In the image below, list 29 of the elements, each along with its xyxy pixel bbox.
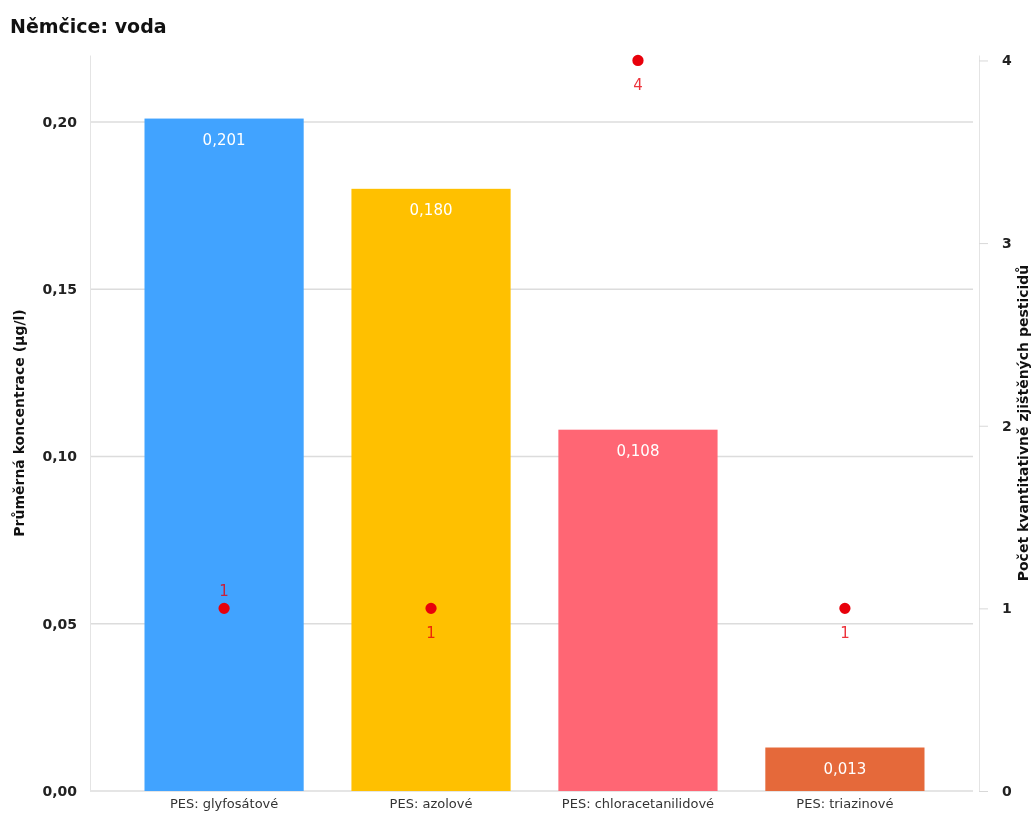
y2-tick-label: 1 — [1002, 600, 1012, 617]
x-tick-label: PES: chloracetanilidové — [561, 796, 715, 812]
y2-tick-label: 0 — [1002, 782, 1012, 799]
data-label: 0,013 — [823, 759, 867, 778]
x-tick-label: PES: glyfosátové — [169, 796, 279, 812]
bar — [765, 747, 925, 791]
chart-title: Němčice: voda — [10, 15, 167, 37]
y2-tick-label: 3 — [1002, 235, 1012, 252]
y2-axis-title: Počet kvantitativně zjištěných pesticidů — [1015, 264, 1031, 582]
data-label: 0,108 — [616, 441, 660, 460]
x-tick-label: PES: triazinové — [796, 796, 894, 812]
data-label: 1 — [219, 582, 229, 601]
y-tick-label: 0,00 — [42, 782, 78, 799]
y2-tick-label: 4 — [1002, 52, 1012, 69]
y-tick-label: 0,10 — [42, 448, 78, 465]
data-label: 0,201 — [202, 130, 246, 149]
data-label: 1 — [426, 624, 436, 643]
x-tick-label: PES: azolové — [389, 796, 473, 812]
y-tick-label: 0,20 — [42, 113, 78, 130]
y-tick-label: 0,15 — [42, 281, 77, 298]
data-label: 4 — [633, 76, 643, 95]
y-axis-title: Průměrná koncentrace (µg/l) — [11, 309, 27, 537]
data-label: 1 — [840, 624, 850, 643]
bar — [144, 118, 304, 791]
bar — [351, 188, 511, 791]
y-tick-label: 0,05 — [42, 615, 77, 632]
data-label: 0,180 — [409, 200, 453, 219]
bar — [558, 429, 718, 791]
y2-tick-label: 2 — [1002, 417, 1012, 434]
